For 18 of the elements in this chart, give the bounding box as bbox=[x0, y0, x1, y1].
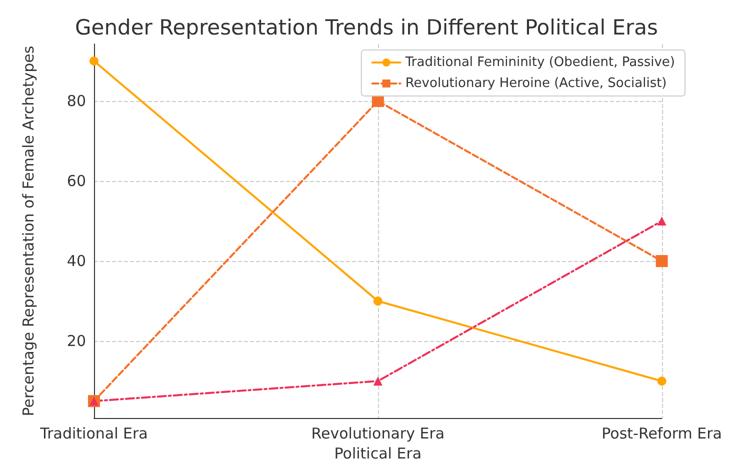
chart-title: Gender Representation Trends in Different Political Eras bbox=[75, 16, 658, 40]
x-tick-label: Revolutionary Era bbox=[311, 424, 445, 443]
point bbox=[373, 296, 382, 306]
x-tick-label: Traditional Era bbox=[39, 424, 148, 443]
x-axis-title: Political Era bbox=[334, 444, 422, 462]
point bbox=[657, 216, 666, 226]
x-tick-label: Post-Reform Era bbox=[602, 424, 722, 443]
legend-label: Revolutionary Heroine (Active, Socialist) bbox=[405, 76, 667, 91]
y-tick-label: 60 bbox=[66, 172, 86, 190]
point bbox=[90, 56, 98, 66]
y-tick-label: 20 bbox=[66, 332, 86, 350]
y-tick-label: 80 bbox=[66, 92, 86, 110]
point bbox=[656, 255, 668, 268]
y-axis-title: Percentage Representation of Female Archetypes bbox=[20, 46, 38, 416]
point bbox=[657, 376, 666, 386]
legend-label: Traditional Femininity (Obedient, Passive) bbox=[404, 55, 676, 70]
point bbox=[373, 376, 382, 386]
y-tick-label: 40 bbox=[66, 252, 86, 270]
